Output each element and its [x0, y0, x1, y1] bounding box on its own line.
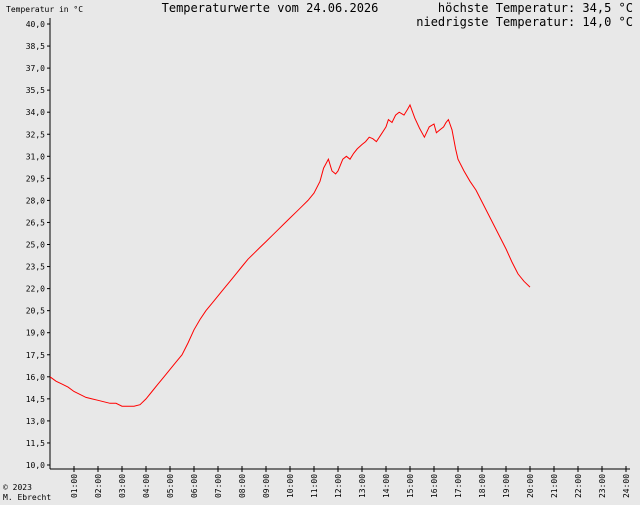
- y-axis-ticks: 10,0 11,5 13,0 14,5 16,0 17,5 19,0 20,5 22,0 23,5…: [26, 20, 50, 470]
- max-temperature-label: höchste Temperatur: 34,5 °C: [438, 1, 633, 15]
- x-tick-label: 19:00: [502, 474, 511, 498]
- y-tick-label: 40,0: [26, 20, 45, 29]
- y-tick-label: 10,0: [26, 461, 45, 470]
- y-tick-label: 34,0: [26, 108, 45, 117]
- x-tick-label: 21:00: [550, 474, 559, 498]
- x-tick-label: 05:00: [166, 474, 175, 498]
- y-tick-label: 19,0: [26, 329, 45, 338]
- author-text: M. Ebrecht: [3, 493, 51, 502]
- x-tick-label: 18:00: [478, 474, 487, 498]
- x-tick-label: 22:00: [574, 474, 583, 498]
- x-tick-label: 13:00: [358, 474, 367, 498]
- x-tick-label: 06:00: [190, 474, 199, 498]
- y-tick-label: 11,5: [26, 439, 45, 448]
- x-tick-label: 04:00: [142, 474, 151, 498]
- x-tick-label: 10:00: [286, 474, 295, 498]
- x-tick-label: 23:00: [598, 474, 607, 498]
- y-tick-label: 28,0: [26, 196, 45, 205]
- x-axis-ticks: 01:00 02:00 03:00 04:00 05:00 06:00 07:00 08:00…: [70, 466, 631, 498]
- x-tick-label: 20:00: [526, 474, 535, 498]
- x-tick-label: 11:00: [310, 474, 319, 498]
- y-tick-label: 29,5: [26, 174, 45, 183]
- y-axis-label: Temperatur in °C: [6, 5, 83, 14]
- y-tick-label: 22,0: [26, 285, 45, 294]
- y-tick-label: 17,5: [26, 351, 45, 360]
- y-tick-label: 23,5: [26, 263, 45, 272]
- y-tick-label: 35,5: [26, 86, 45, 95]
- min-temperature-label: niedrigste Temperatur: 14,0 °C: [416, 15, 633, 29]
- y-tick-label: 31,0: [26, 152, 45, 161]
- x-tick-label: 03:00: [118, 474, 127, 498]
- y-tick-label: 38,5: [26, 42, 45, 51]
- copyright-text: © 2023: [3, 483, 32, 492]
- y-tick-label: 25,0: [26, 241, 45, 250]
- x-tick-label: 09:00: [262, 474, 271, 498]
- x-tick-label: 15:00: [406, 474, 415, 498]
- x-tick-label: 24:00: [622, 474, 631, 498]
- x-tick-label: 07:00: [214, 474, 223, 498]
- y-tick-label: 13,0: [26, 417, 45, 426]
- y-tick-label: 16,0: [26, 373, 45, 382]
- x-tick-label: 12:00: [334, 474, 343, 498]
- x-tick-label: 08:00: [238, 474, 247, 498]
- temperature-line: [49, 103, 531, 407]
- y-tick-label: 32,5: [26, 130, 45, 139]
- y-tick-label: 14,5: [26, 395, 45, 404]
- x-tick-label: 02:00: [94, 474, 103, 498]
- y-tick-label: 37,0: [26, 64, 45, 73]
- y-tick-label: 20,5: [26, 307, 45, 316]
- x-tick-label: 14:00: [382, 474, 391, 498]
- x-tick-label: 17:00: [454, 474, 463, 498]
- x-tick-label: 01:00: [70, 474, 79, 498]
- chart-title: Temperaturwerte vom 24.06.2026: [162, 1, 379, 15]
- y-tick-label: 26,5: [26, 218, 45, 227]
- x-tick-label: 16:00: [430, 474, 439, 498]
